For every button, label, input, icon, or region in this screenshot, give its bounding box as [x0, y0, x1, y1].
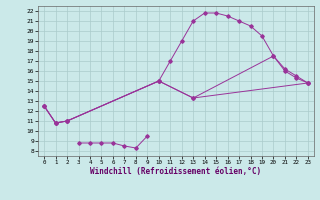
X-axis label: Windchill (Refroidissement éolien,°C): Windchill (Refroidissement éolien,°C): [91, 167, 261, 176]
